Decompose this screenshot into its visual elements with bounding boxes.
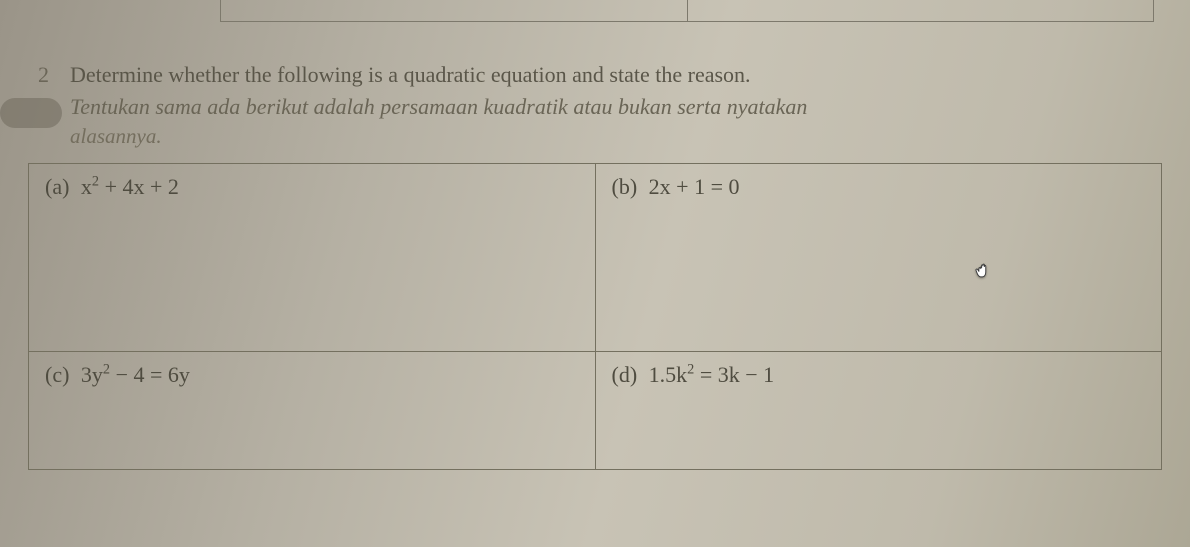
question-text-en: Determine whether the following is a qua… [70, 62, 751, 88]
cell-label-a: (a) [45, 174, 69, 199]
worksheet-page: 2 Determine whether the following is a q… [0, 0, 1190, 547]
question-block: 2 Determine whether the following is a q… [38, 62, 1162, 149]
cell-b: (b) 2x + 1 = 0 [595, 164, 1162, 352]
cell-a: (a) x2 + 4x + 2 [29, 164, 596, 352]
question-line-en: 2 Determine whether the following is a q… [38, 62, 1162, 88]
cell-expr-a: x2 + 4x + 2 [81, 174, 179, 199]
header-rule [220, 0, 1154, 22]
cell-expr-d: 1.5k2 = 3k − 1 [649, 362, 774, 387]
cell-label-d: (d) [612, 362, 638, 387]
question-text-ms-2: alasannya. [70, 124, 1162, 149]
cell-expr-c: 3y2 − 4 = 6y [81, 362, 190, 387]
cell-expr-b: 2x + 1 = 0 [649, 174, 740, 199]
cell-label-c: (c) [45, 362, 69, 387]
question-number: 2 [38, 62, 56, 88]
cell-d: (d) 1.5k2 = 3k − 1 [595, 352, 1162, 470]
table-row: (a) x2 + 4x + 2 (b) 2x + 1 = 0 [29, 164, 1162, 352]
question-text-ms-1: Tentukan sama ada berikut adalah persama… [70, 94, 1162, 120]
marker-pill [0, 98, 62, 128]
answer-grid: (a) x2 + 4x + 2 (b) 2x + 1 = 0 (c) 3y2 −… [28, 163, 1162, 470]
table-row: (c) 3y2 − 4 = 6y (d) 1.5k2 = 3k − 1 [29, 352, 1162, 470]
cell-label-b: (b) [612, 174, 638, 199]
header-rule-divider [687, 0, 688, 21]
cell-c: (c) 3y2 − 4 = 6y [29, 352, 596, 470]
